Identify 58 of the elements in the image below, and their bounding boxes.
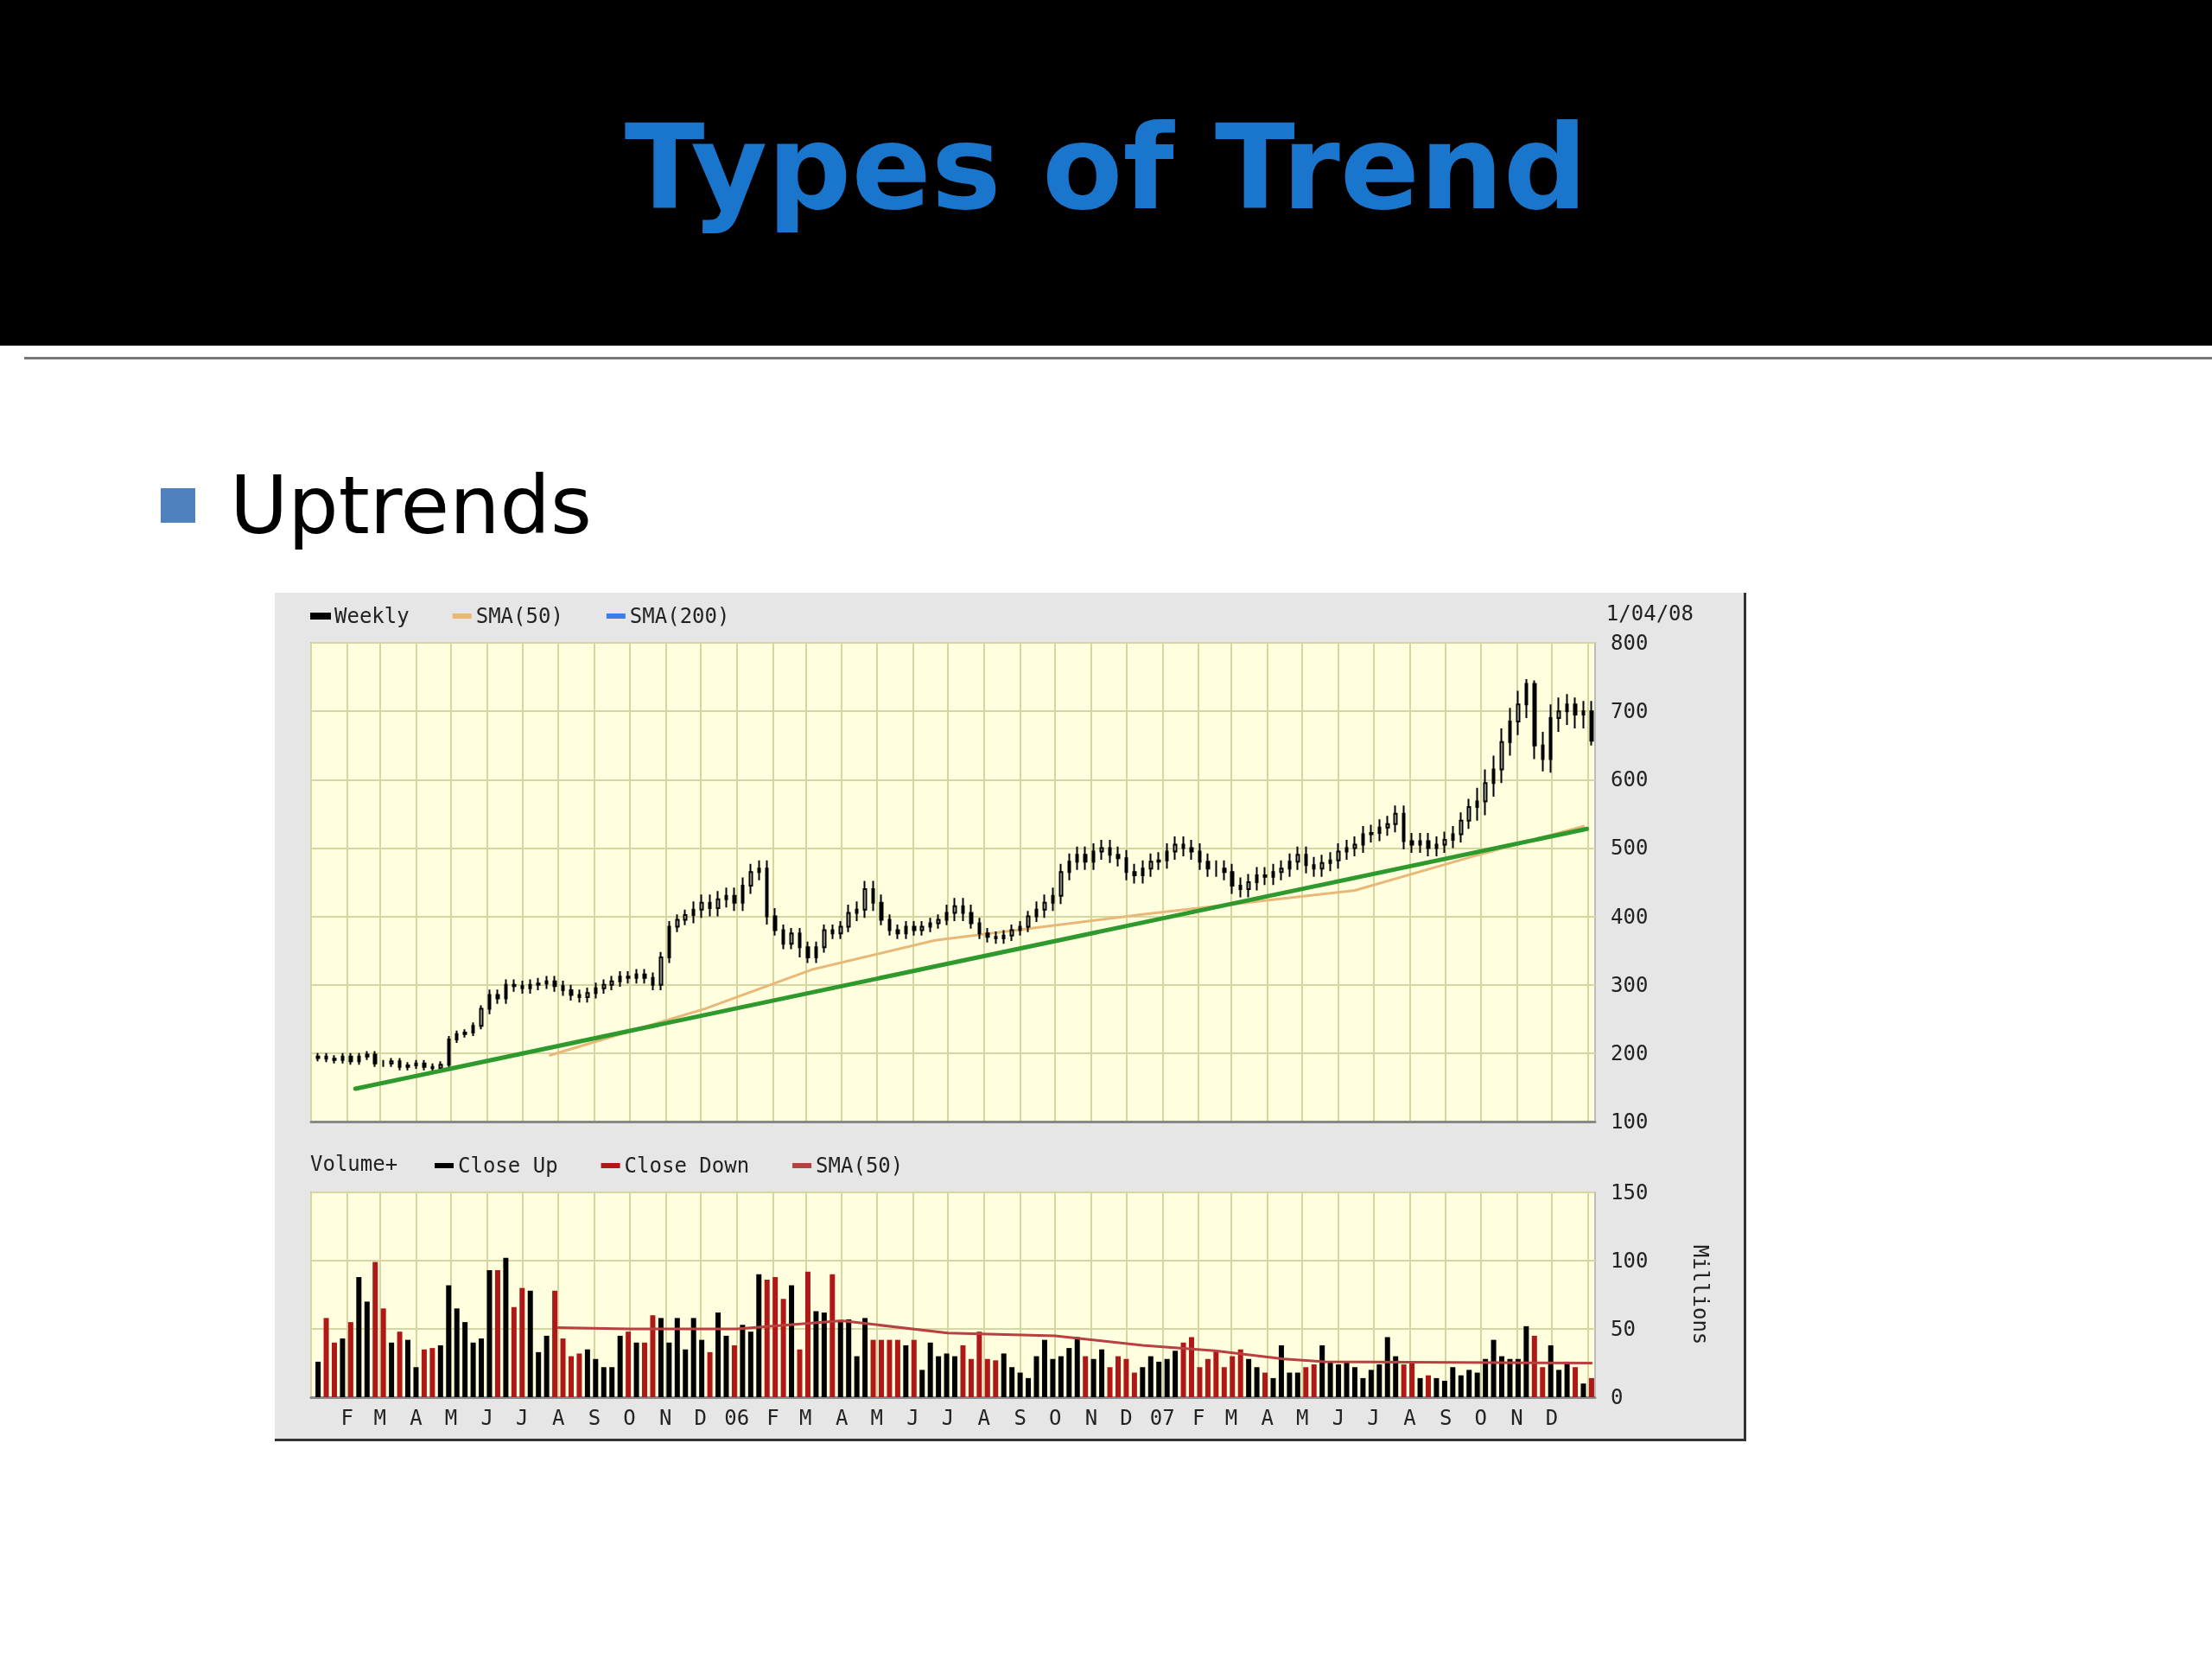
x-tick-label: A: [1403, 1406, 1417, 1430]
y-tick-label: 200: [1611, 1040, 1649, 1065]
y-tick-label: 800: [1611, 631, 1649, 655]
x-tick-label: S: [1440, 1406, 1452, 1430]
x-tick-label: 07: [1149, 1406, 1175, 1430]
x-tick-label: N: [659, 1406, 672, 1430]
x-tick-label: M: [870, 1406, 883, 1430]
x-tick-label: J: [941, 1406, 955, 1430]
x-tick-label: M: [1296, 1406, 1309, 1430]
chart-title: Types of Trend: [624, 99, 1588, 236]
x-tick-label: A: [977, 1406, 991, 1430]
x-tick-label: J: [1367, 1406, 1380, 1430]
x-tick-label: A: [551, 1406, 565, 1430]
x-tick-label: A: [835, 1406, 849, 1430]
x-tick-label: J: [516, 1406, 529, 1430]
x-tick-label: O: [1048, 1406, 1062, 1430]
legend-label: Weekly: [334, 604, 410, 628]
y-tick-label: 100: [1611, 1109, 1649, 1134]
x-tick-label: J: [1332, 1406, 1345, 1430]
x-tick-label: S: [588, 1406, 601, 1430]
chart-subtitle: Uptrends: [230, 460, 592, 552]
x-tick-label: O: [1474, 1406, 1487, 1430]
x-tick-label: S: [1014, 1406, 1027, 1430]
y-tick-label: 150: [1611, 1180, 1649, 1205]
legend-label: SMA(50): [475, 604, 563, 628]
y-tick-label: 600: [1611, 767, 1649, 792]
x-tick-label: F: [766, 1406, 779, 1430]
x-tick-label: N: [1084, 1406, 1098, 1430]
x-tick-label: F: [340, 1406, 354, 1430]
x-tick-label: N: [1510, 1406, 1523, 1430]
x-tick-label: M: [373, 1406, 386, 1430]
y-tick-label: 300: [1611, 972, 1649, 997]
x-tick-label: F: [1192, 1406, 1205, 1430]
x-tick-label: D: [1545, 1406, 1559, 1430]
x-tick-label: 06: [724, 1406, 750, 1430]
legend-label: Close Down: [624, 1154, 750, 1178]
y-tick-label: 0: [1611, 1385, 1624, 1409]
y-tick-label: 100: [1611, 1249, 1649, 1273]
legend-label: SMA(50): [816, 1154, 904, 1178]
x-tick-label: J: [480, 1406, 494, 1430]
text: 1/04/08: [1605, 601, 1694, 626]
x-tick-label: M: [444, 1406, 458, 1430]
chart-title: Volume+: [310, 1152, 398, 1176]
y-tick-label: 50: [1611, 1317, 1636, 1341]
x-tick-label: J: [906, 1406, 919, 1430]
x-tick-label: D: [694, 1406, 708, 1430]
x-tick-label: M: [1224, 1406, 1238, 1430]
y-tick-label: 500: [1611, 836, 1649, 861]
y-tick-label: 400: [1611, 904, 1649, 929]
legend-label: Close Up: [458, 1154, 558, 1178]
legend-label: SMA(200): [629, 604, 730, 628]
x-tick-label: A: [410, 1406, 423, 1430]
x-tick-label: M: [799, 1406, 812, 1430]
x-tick-label: A: [1261, 1406, 1274, 1430]
y-axis-title: Millions: [1688, 1244, 1713, 1345]
y-tick-label: 700: [1611, 699, 1649, 724]
x-tick-label: D: [1120, 1406, 1133, 1430]
x-tick-label: O: [623, 1406, 636, 1430]
